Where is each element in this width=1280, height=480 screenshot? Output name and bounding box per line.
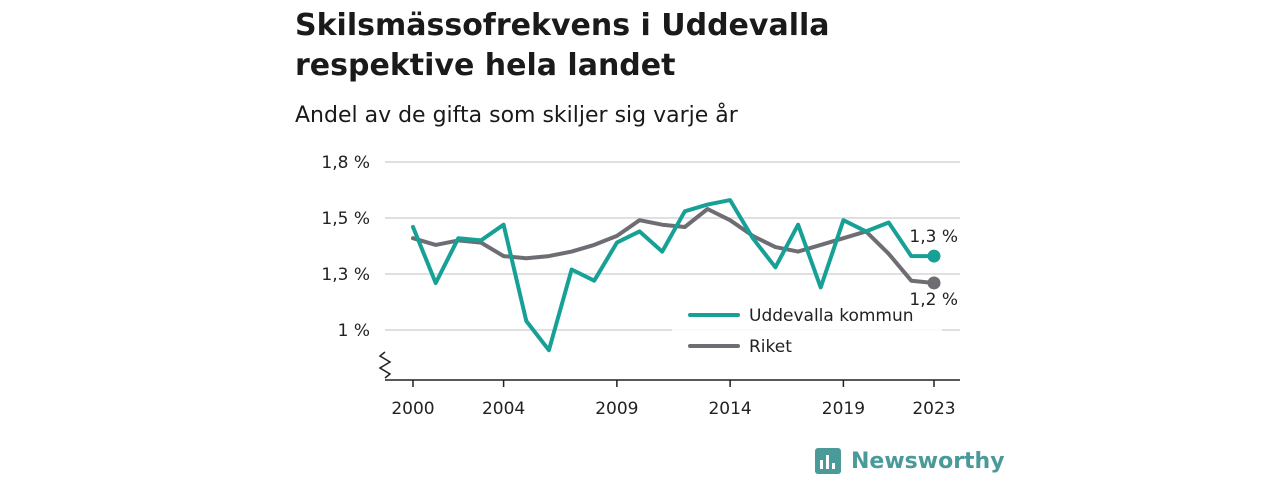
brand-footer: Newsworthy — [815, 446, 1005, 476]
series-end-label: 1,2 % — [909, 290, 958, 310]
series-lines — [411, 198, 941, 353]
y-tick-label: 1,8 % — [321, 153, 370, 173]
x-tick-label: 2009 — [595, 399, 638, 419]
y-tick-label: 1,3 % — [321, 265, 370, 285]
bar-chart-logo-icon — [815, 448, 841, 474]
y-tick-label: 1,5 % — [321, 209, 370, 229]
axis-break-icon — [378, 351, 392, 379]
series-end-point — [927, 276, 941, 290]
chart-subtitle: Andel av de gifta som skiljer sig varje … — [295, 103, 738, 128]
series-end-point — [927, 249, 941, 263]
legend-label: Riket — [749, 337, 792, 357]
legend-background — [672, 297, 942, 369]
series-line — [411, 207, 936, 285]
chart-title: Skilsmässofrekvens i Uddevalla respektiv… — [295, 8, 830, 83]
x-tick-label: 2014 — [708, 399, 751, 419]
end-labels: 1,3 % 1,2 % — [909, 227, 958, 310]
series-line — [411, 198, 936, 353]
brand-name: Newsworthy — [851, 448, 1005, 474]
series-end-label: 1,3 % — [909, 227, 958, 247]
x-tick-label: 2023 — [912, 399, 955, 419]
y-tick-label: 1 % — [338, 321, 370, 341]
legend-label: Uddevalla kommun — [749, 306, 914, 326]
x-tick-label: 2019 — [822, 399, 865, 419]
legend: Uddevalla kommun Riket — [672, 297, 942, 369]
x-tick-label: 2000 — [391, 399, 434, 419]
x-tick-label: 2004 — [482, 399, 525, 419]
x-axis: 2000 2004 2009 2014 2019 2023 — [378, 351, 960, 419]
y-axis-ticks: 1 % 1,3 % 1,5 % 1,8 % — [321, 153, 370, 341]
